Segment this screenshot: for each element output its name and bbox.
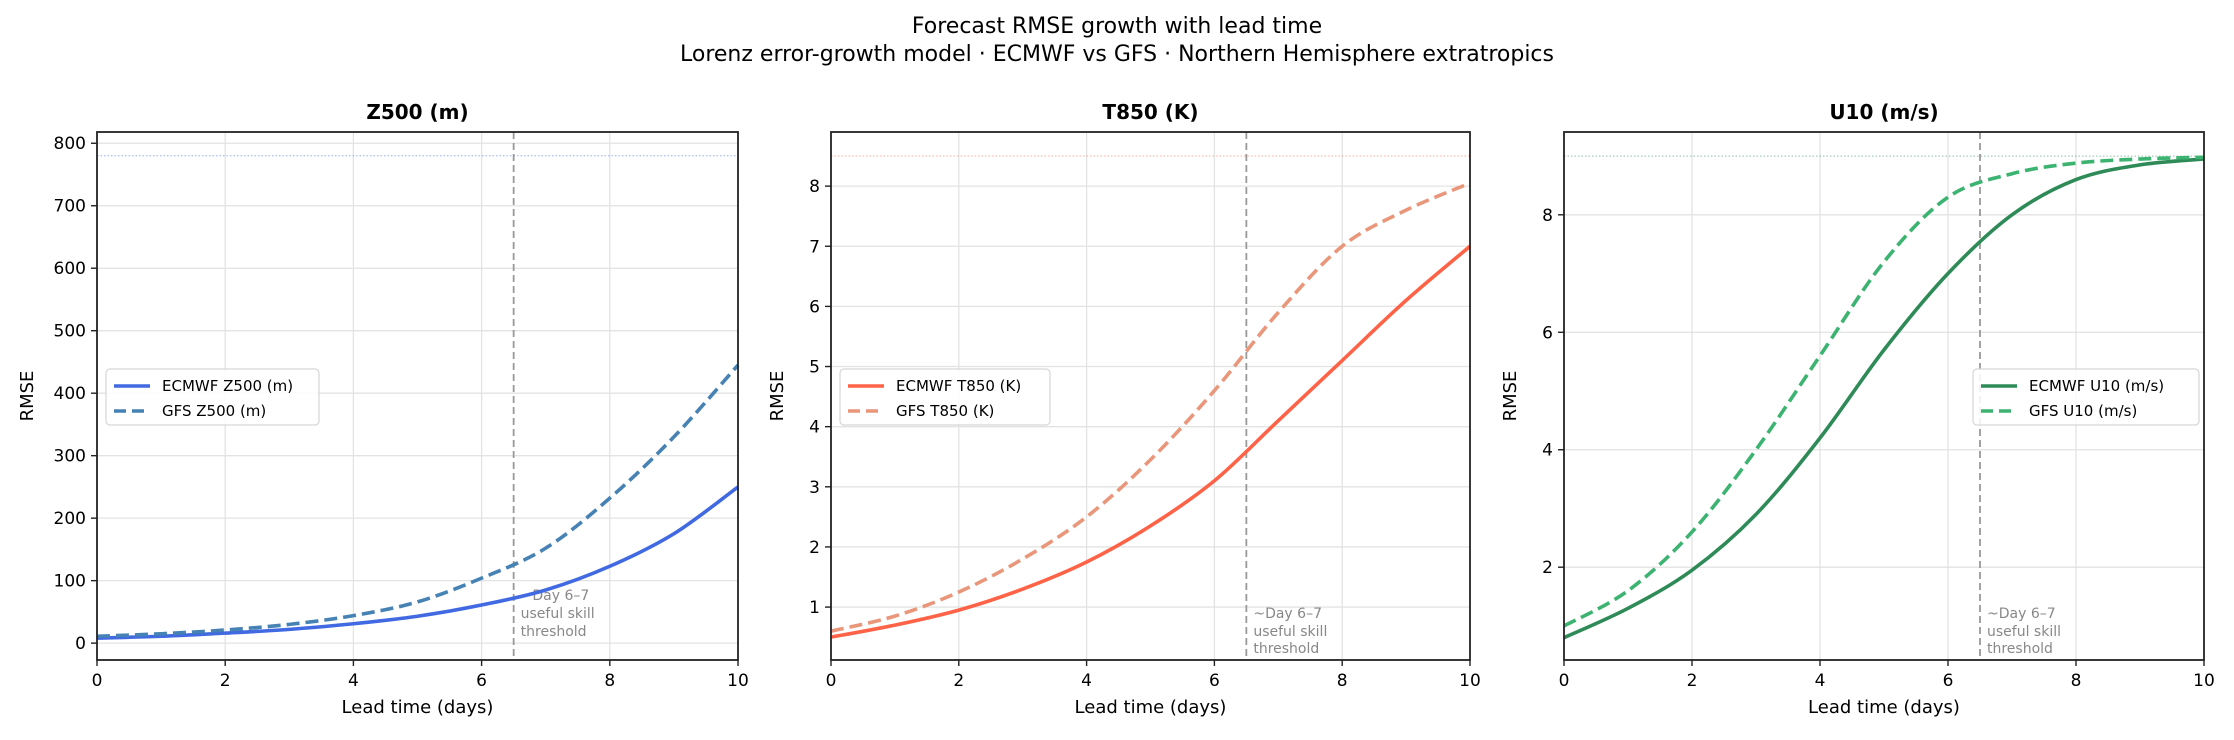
- y-axis-label: RMSE: [1500, 371, 1521, 422]
- series-line-gfs: [1563, 155, 2205, 628]
- y-tick-label: 700: [54, 197, 86, 217]
- y-tick-label: 8: [1542, 206, 1553, 226]
- threshold-annotation: useful skill: [1253, 624, 1327, 640]
- panel-title: T850 (K): [1102, 100, 1198, 124]
- legend-label: ECMWF U10 (m/s): [2029, 377, 2164, 395]
- y-axis-label: RMSE: [17, 371, 38, 422]
- legend-label: ECMWF Z500 (m): [162, 377, 293, 395]
- threshold-annotation: threshold: [1987, 641, 2053, 657]
- x-tick-label: 8: [604, 671, 615, 691]
- legend-label: GFS Z500 (m): [162, 402, 266, 420]
- threshold-annotation: useful skill: [1987, 624, 2061, 640]
- y-tick-label: 8: [809, 177, 820, 197]
- axes-frame: [96, 131, 739, 661]
- x-tick-label: 6: [1943, 671, 1954, 691]
- legend-label: GFS U10 (m/s): [2029, 402, 2137, 420]
- y-tick-label: 1: [809, 598, 820, 618]
- y-tick-label: 200: [54, 509, 86, 529]
- legend-label: ECMWF T850 (K): [896, 377, 1021, 395]
- legend-label: GFS T850 (K): [896, 402, 994, 420]
- panel-title: U10 (m/s): [1829, 100, 1938, 124]
- x-tick-label: 10: [1459, 671, 1481, 691]
- figure-title: Forecast RMSE growth with lead time: [912, 14, 1322, 39]
- x-tick-label: 2: [953, 671, 964, 691]
- threshold-annotation: threshold: [1253, 641, 1319, 657]
- x-tick-label: 4: [348, 671, 359, 691]
- series-line-ecmwf: [1563, 157, 2205, 640]
- legend: ECMWF U10 (m/s) GFS U10 (m/s): [1972, 368, 2200, 426]
- y-tick-label: 6: [809, 297, 820, 317]
- y-tick-label: 2: [1542, 558, 1553, 578]
- x-tick-label: 6: [476, 671, 487, 691]
- series-line-gfs: [96, 363, 740, 639]
- x-axis-label: Lead time (days): [1075, 697, 1227, 718]
- y-tick-label: 5: [809, 358, 820, 378]
- y-tick-label: 0: [75, 634, 86, 654]
- x-tick-label: 2: [220, 671, 231, 691]
- y-tick-label: 300: [54, 447, 86, 467]
- threshold-annotation: threshold: [521, 624, 587, 640]
- y-tick-label: 600: [54, 259, 86, 279]
- panel-title: Z500 (m): [366, 100, 468, 124]
- legend: ECMWF Z500 (m) GFS Z500 (m): [105, 368, 320, 426]
- y-tick-label: 6: [1542, 323, 1553, 343]
- y-tick-label: 4: [1542, 441, 1553, 461]
- y-tick-label: 2: [809, 538, 820, 558]
- y-tick-label: 400: [54, 384, 86, 404]
- threshold-annotation: ~Day 6–7: [521, 588, 590, 604]
- x-tick-label: 10: [727, 671, 749, 691]
- x-tick-label: 10: [2193, 671, 2215, 691]
- legend-box: [105, 368, 320, 426]
- threshold-annotation: ~Day 6–7: [1987, 606, 2056, 622]
- legend-box: [1972, 368, 2200, 426]
- x-tick-label: 0: [826, 671, 837, 691]
- y-tick-label: 3: [809, 478, 820, 498]
- x-tick-label: 2: [1687, 671, 1698, 691]
- x-tick-label: 4: [1815, 671, 1826, 691]
- x-tick-label: 0: [1559, 671, 1570, 691]
- legend-box: [839, 368, 1051, 426]
- x-tick-label: 6: [1209, 671, 1220, 691]
- series-line-gfs: [830, 181, 1471, 633]
- x-tick-label: 8: [1337, 671, 1348, 691]
- y-tick-label: 500: [54, 322, 86, 342]
- y-tick-label: 7: [809, 237, 820, 257]
- figure-subtitle: Lorenz error-growth model · ECMWF vs GFS…: [680, 42, 1554, 67]
- x-tick-label: 4: [1081, 671, 1092, 691]
- x-axis-label: Lead time (days): [1808, 697, 1960, 718]
- axes-frame: [830, 131, 1471, 661]
- threshold-annotation: useful skill: [521, 606, 595, 622]
- threshold-annotation: ~Day 6–7: [1253, 606, 1322, 622]
- y-axis-label: RMSE: [767, 371, 788, 422]
- x-tick-label: 8: [2071, 671, 2082, 691]
- y-tick-label: 4: [809, 418, 820, 438]
- legend: ECMWF T850 (K) GFS T850 (K): [839, 368, 1051, 426]
- x-axis-label: Lead time (days): [342, 697, 494, 718]
- y-tick-label: 800: [54, 134, 86, 154]
- series-line-ecmwf: [96, 485, 740, 640]
- series-line-ecmwf: [830, 244, 1472, 639]
- x-tick-label: 0: [92, 671, 103, 691]
- y-tick-label: 100: [54, 572, 86, 592]
- axes-frame: [1563, 131, 2205, 661]
